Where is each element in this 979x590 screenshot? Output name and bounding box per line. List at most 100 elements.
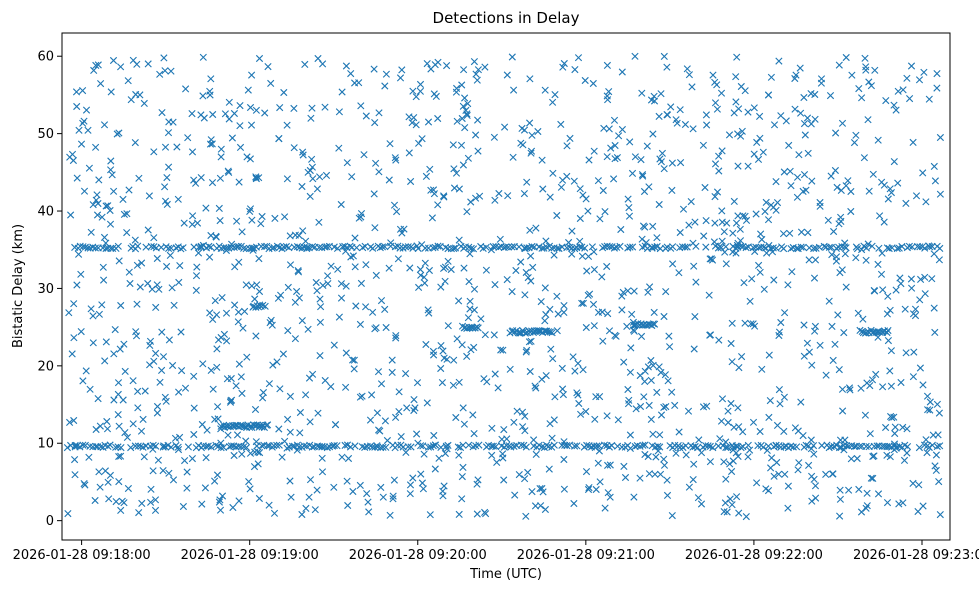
detection-marker [206,253,214,261]
detection-marker [503,276,511,284]
detection-marker [697,500,706,508]
detection-marker [213,345,221,353]
detection-marker [371,119,379,127]
detection-marker [443,445,451,453]
detection-marker [676,228,684,237]
detection-marker [669,260,677,268]
detection-marker [528,242,536,251]
detection-marker [604,310,612,318]
detection-marker [711,99,720,107]
detection-marker [548,329,556,337]
detection-marker [875,244,883,252]
detection-marker [283,121,291,129]
detection-marker [318,454,326,462]
detection-marker [455,297,463,305]
detection-marker [636,474,644,482]
detection-marker [392,332,400,340]
detection-marker [405,149,413,157]
detection-marker [306,418,314,426]
detection-marker [337,280,345,288]
detection-marker [205,242,213,250]
detection-marker [626,138,634,146]
detection-marker [188,110,196,118]
detection-marker [729,229,737,237]
detection-marker [108,171,116,179]
detection-marker [133,261,141,269]
detection-marker [161,67,169,75]
detection-marker [250,463,259,471]
detection-marker [324,280,332,288]
detection-marker [589,79,597,88]
detection-marker [73,102,81,111]
detection-marker [822,371,830,379]
detection-marker [82,106,91,114]
detection-marker [308,155,316,163]
detection-marker [408,119,416,127]
detection-marker [388,356,396,364]
detection-marker [684,407,693,415]
detection-marker [222,246,230,255]
detection-marker [506,365,514,373]
detection-marker [739,212,747,220]
detection-marker [259,301,267,309]
detection-marker [532,224,540,232]
detection-marker [926,398,934,406]
detection-marker [655,200,663,209]
detection-marker [548,434,556,442]
detection-marker [434,242,442,250]
detection-marker [463,208,471,216]
detection-marker [258,212,266,221]
detection-marker [110,350,118,358]
detection-marker [808,497,816,505]
detection-marker [115,478,123,486]
detection-marker [647,376,655,384]
detection-marker [464,154,472,162]
detection-marker [766,397,774,405]
detection-marker [767,201,775,209]
detection-marker [722,443,730,452]
detection-marker [315,243,323,252]
y-tick-label: 50 [37,127,54,142]
detection-marker [472,131,480,139]
detection-marker [474,324,482,332]
detection-marker [106,441,114,449]
detection-marker [551,91,559,99]
detection-marker [578,299,586,307]
detection-marker [373,409,381,417]
detection-marker [599,337,607,345]
detection-marker [828,322,836,330]
detection-marker [111,326,119,334]
y-axis-label: Bistatic Delay (km) [11,224,26,348]
detection-marker [87,228,95,236]
detection-marker [882,97,890,105]
detection-marker [750,150,758,158]
detection-marker [537,298,545,306]
detection-marker [801,131,809,139]
detection-marker [335,108,343,116]
detection-marker [546,305,554,313]
detection-marker [842,53,850,62]
detection-marker [277,291,285,299]
detection-marker [92,196,100,204]
detection-marker [836,495,844,503]
detection-marker [715,336,723,344]
detection-marker [211,477,219,485]
detection-marker [573,389,581,397]
detection-marker [475,441,483,449]
detection-marker [110,396,118,404]
detection-marker [707,255,716,263]
detection-marker [73,281,81,289]
detection-marker [298,182,306,191]
detection-marker [569,353,577,361]
detection-marker [274,294,282,302]
detection-marker [363,490,371,498]
detection-marker [650,308,658,316]
detection-marker [827,442,835,451]
detection-marker [833,183,841,191]
detection-marker [929,431,937,439]
detection-marker [188,220,196,228]
detection-marker [618,306,626,314]
detection-marker [573,442,581,450]
detection-marker [298,317,306,325]
detection-marker [799,243,807,251]
